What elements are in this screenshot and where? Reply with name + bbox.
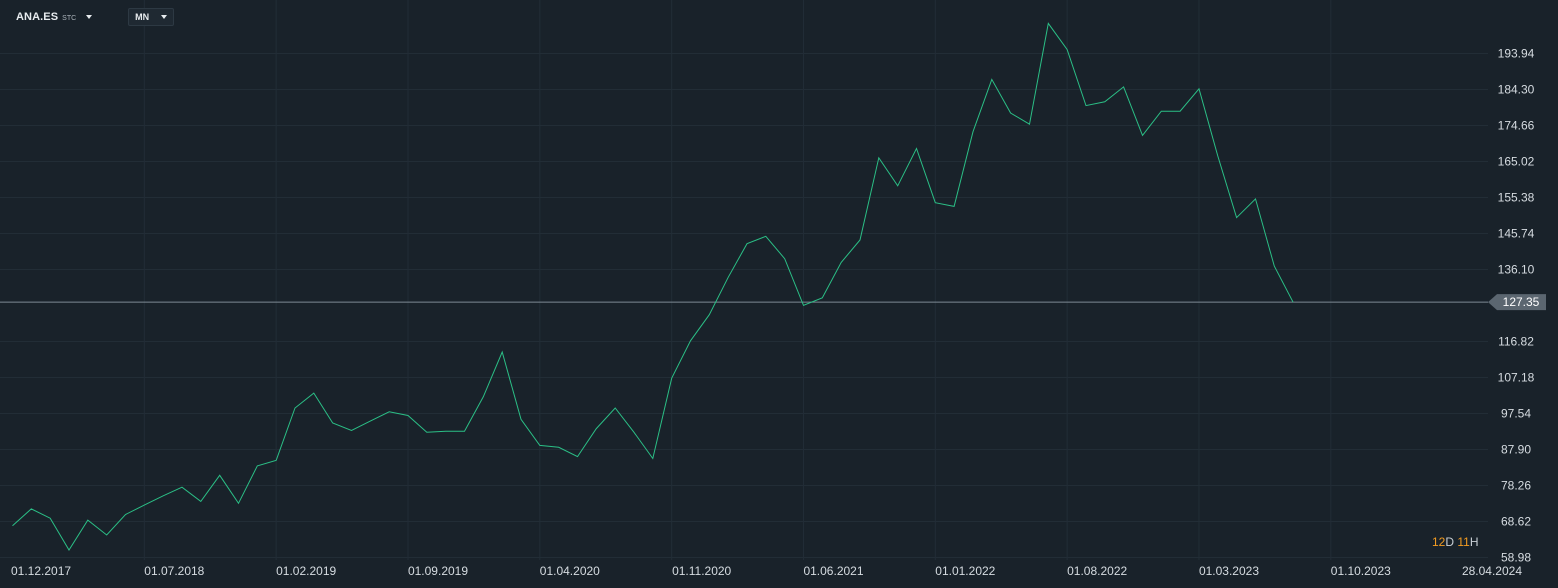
y-tick-label: 78.26	[1501, 479, 1531, 493]
y-tick-label: 165.02	[1498, 155, 1535, 169]
x-tick-label: 01.07.2018	[144, 564, 204, 578]
y-tick-label: 136.10	[1498, 263, 1535, 277]
y-tick-label: 107.18	[1498, 371, 1535, 385]
y-tick-label: 193.94	[1498, 47, 1535, 61]
countdown-hours: 11	[1457, 535, 1470, 549]
y-tick-label: 155.38	[1498, 191, 1535, 205]
series-line	[12, 22, 1294, 551]
interval-select[interactable]: MN	[128, 8, 175, 26]
grid	[0, 0, 1488, 560]
x-tick-label: 01.03.2023	[1199, 564, 1259, 578]
y-tick-label: 68.62	[1501, 515, 1531, 529]
y-tick-label: 145.74	[1498, 227, 1535, 241]
countdown-hours-unit: H	[1469, 535, 1479, 549]
x-tick-label: 01.08.2022	[1067, 564, 1127, 578]
price-series	[12, 22, 1294, 551]
interval-label: MN	[135, 12, 150, 22]
x-tick-label: 01.01.2022	[935, 564, 995, 578]
symbol-type: STC	[62, 14, 77, 22]
y-axis: 193.94 184.30 174.66 165.02 155.38 145.74 136.…	[1488, 47, 1546, 565]
y-tick-label: 97.54	[1501, 407, 1531, 421]
countdown-days: 12	[1432, 535, 1446, 549]
y-tick-label: 116.82	[1498, 335, 1534, 349]
chevron-down-icon	[86, 15, 93, 19]
x-tick-label: 01.11.2020	[672, 564, 731, 578]
symbol-name: ANA.ES	[16, 11, 59, 23]
x-tick-label: 01.09.2019	[408, 564, 468, 578]
y-tick-label: 87.90	[1501, 443, 1531, 457]
x-tick-label: 01.02.2019	[276, 564, 336, 578]
symbol-select[interactable]: ANA.ES STC	[16, 11, 93, 23]
x-tick-label: 01.06.2021	[803, 564, 863, 578]
x-tick-label: 28.04.2024	[1462, 564, 1522, 578]
chevron-down-icon	[161, 15, 168, 19]
y-tick-label: 174.66	[1498, 119, 1535, 133]
chart-toolbar: ANA.ES STC MN	[16, 8, 175, 26]
candle-countdown: 12D 11H	[1432, 535, 1479, 549]
x-tick-label: 01.04.2020	[540, 564, 600, 578]
countdown-days-unit: D	[1445, 535, 1455, 549]
x-tick-label: 01.10.2023	[1331, 564, 1391, 578]
y-tick-label: 58.98	[1501, 551, 1531, 565]
x-axis: 01.12.2017 01.07.2018 01.02.2019 01.09.2019…	[11, 564, 1522, 578]
y-tick-label: 184.30	[1498, 83, 1535, 97]
current-price-tag	[1488, 294, 1546, 311]
current-price-label: 127.35	[1503, 295, 1540, 309]
x-tick-label: 01.12.2017	[11, 564, 71, 578]
